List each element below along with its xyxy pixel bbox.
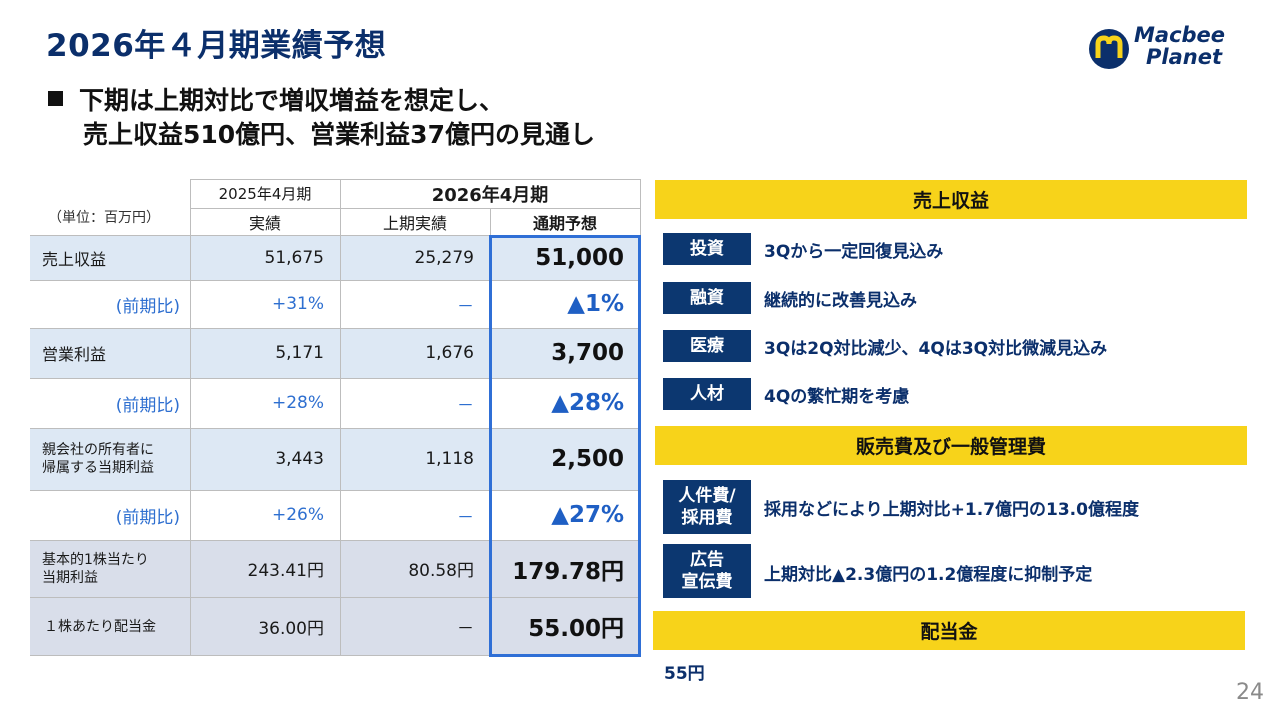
col-h1-header: 上期実績 [382,213,447,233]
row-label-operating-profit: 営業利益 [42,345,107,364]
revenue-forecast: 51,000 [535,244,624,271]
row-label-yoy: (前期比) [115,395,180,416]
tag-personnel: 人件費/ 採用費 [663,480,751,534]
unit-label: （単位：百万円） [48,210,160,226]
row-label-yoy: (前期比) [115,507,180,528]
np-fy2025: 3,443 [275,449,324,469]
revenue-yoy-fy2025: +31% [271,294,324,314]
op-forecast: 3,700 [551,340,624,366]
tag-hr: 人材 [663,378,751,410]
sga-section-header: 販売費及び一般管理費 [655,426,1247,465]
tag-investment: 投資 [663,233,751,265]
eps-fy2025: 243.41円 [247,561,324,581]
np-yoy-forecast: ▲27% [551,502,624,528]
page-title: 2026年４月期業績予想 [46,28,387,64]
table-row-bg [30,540,640,597]
eps-h1: 80.58円 [408,561,474,581]
table-row-bg [30,235,640,280]
row-label-yoy: (前期比) [115,296,180,317]
logo-mark-icon [1089,29,1129,69]
table-row-bg [30,328,640,378]
op-yoy-h1: － [457,395,474,416]
logo-text-line1: Macbee [1134,23,1226,47]
revenue-h1: 25,279 [414,247,474,268]
dps-h1: － [457,618,474,639]
table-row-bg [30,597,640,655]
np-forecast: 2,500 [551,446,624,472]
forecast-column-highlight [489,235,641,657]
row-label-net-profit: 親会社の所有者に 帰属する当期利益 [42,442,154,476]
table-row-bg [30,428,640,490]
col-fy2025-subheader: 実績 [248,213,281,233]
np-yoy-fy2025: +26% [271,505,324,525]
row-label-eps: 基本的1株当たり 当期利益 [42,551,149,586]
table-row-bg [30,378,640,428]
op-fy2025: 5,171 [275,343,324,363]
table-row-bg [30,280,640,328]
tag-advertising: 広告 宣伝費 [663,544,751,598]
np-h1: 1,118 [425,449,474,469]
eps-forecast: 179.78円 [512,558,624,585]
tag-finance: 融資 [663,282,751,314]
revenue-yoy-h1: － [457,296,474,317]
col-forecast-header: 通期予想 [532,213,597,233]
subtitle: 下期は上期対比で増収増益を想定し、 売上収益510億円、営業利益37億円の見通し [48,84,595,152]
desc-investment: 3Qから一定回復見込み [764,242,944,262]
company-logo: Macbee Planet [1088,24,1256,74]
square-bullet-icon [48,91,63,106]
revenue-section-header: 売上収益 [655,180,1247,219]
col-fy2025-header: 2025年4月期 [218,185,312,203]
subtitle-line2: 売上収益510億円、営業利益37億円の見通し [83,120,595,149]
col-fy2026-header: 2026年4月期 [431,184,549,206]
row-label-dividend: １株あたり配当金 [44,619,156,635]
desc-personnel: 採用などにより上期対比+1.7億円の13.0億程度 [764,500,1139,520]
revenue-yoy-forecast: ▲1% [567,291,624,317]
desc-hr: 4Qの繁忙期を考慮 [764,387,910,407]
row-label-revenue: 売上収益 [42,249,107,269]
dps-forecast: 55.00円 [528,616,624,642]
desc-medical: 3Qは2Q対比減少、4Qは3Q対比微減見込み [764,339,1108,359]
subtitle-line1: 下期は上期対比で増収増益を想定し、 [79,86,505,115]
op-yoy-fy2025: +28% [271,393,324,413]
logo-text-line2: Planet [1146,45,1222,69]
tag-medical: 医療 [663,330,751,362]
op-h1: 1,676 [425,343,474,363]
dps-fy2025: 36.00円 [258,618,324,639]
page-number: 24 [1236,680,1264,705]
dividend-value: 55円 [664,664,705,684]
np-yoy-h1: － [457,507,474,528]
revenue-fy2025: 51,675 [264,247,324,268]
dividend-section-header: 配当金 [653,611,1245,650]
desc-finance: 継続的に改善見込み [764,291,917,311]
table-row-bg [30,490,640,540]
desc-advertising: 上期対比▲2.3億円の1.2億程度に抑制予定 [764,565,1093,585]
op-yoy-forecast: ▲28% [551,390,624,416]
